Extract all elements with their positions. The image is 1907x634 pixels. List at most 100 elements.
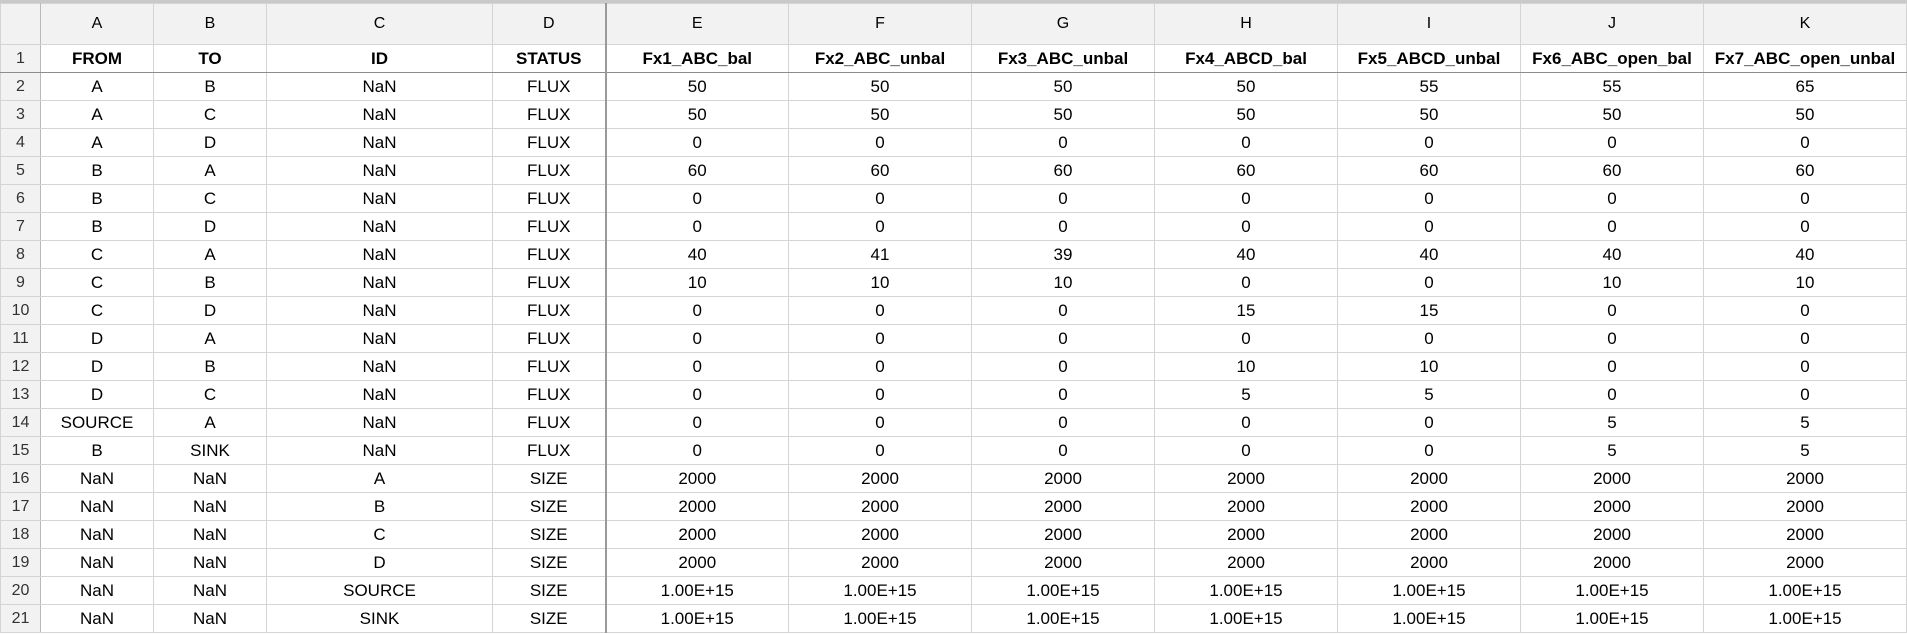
cell[interactable]: 0 [1154, 184, 1338, 213]
cell[interactable]: 1.00E+15 [604, 576, 789, 605]
cell[interactable]: 10 [604, 268, 789, 297]
cell[interactable]: 55 [1520, 72, 1704, 101]
cell[interactable]: 10 [971, 268, 1155, 297]
cell[interactable]: 0 [788, 296, 972, 325]
cell[interactable]: 55 [1337, 72, 1521, 101]
cell[interactable]: FLUX [492, 352, 606, 381]
row-header[interactable]: 1 [0, 44, 41, 73]
cell[interactable]: 15 [1154, 296, 1338, 325]
cell[interactable]: 0 [1337, 184, 1521, 213]
cell[interactable]: D [40, 324, 154, 353]
cell[interactable]: 50 [604, 100, 789, 129]
cell[interactable]: 60 [1154, 156, 1338, 185]
cell[interactable]: 40 [1703, 240, 1907, 269]
cell[interactable]: C [266, 520, 493, 549]
cell[interactable]: 0 [1703, 352, 1907, 381]
column-header-K[interactable]: K [1703, 3, 1907, 45]
cell[interactable]: A [153, 156, 267, 185]
cell[interactable]: FLUX [492, 128, 606, 157]
cell[interactable]: 0 [1520, 128, 1704, 157]
cell[interactable]: NaN [40, 548, 154, 577]
cell[interactable]: 2000 [1154, 520, 1338, 549]
cell[interactable]: 0 [604, 380, 789, 409]
row-header[interactable]: 11 [0, 324, 41, 353]
cell[interactable]: NaN [40, 492, 154, 521]
cell[interactable]: 60 [1337, 156, 1521, 185]
cell[interactable]: SIZE [492, 604, 606, 633]
column-header-A[interactable]: A [40, 3, 154, 45]
cell[interactable]: 0 [971, 128, 1155, 157]
cell[interactable]: NaN [266, 184, 493, 213]
cell[interactable]: NaN [40, 464, 154, 493]
cell[interactable]: 2000 [971, 492, 1155, 521]
cell[interactable]: 50 [1703, 100, 1907, 129]
cell[interactable]: A [153, 408, 267, 437]
cell[interactable]: FLUX [492, 380, 606, 409]
cell[interactable]: 0 [1703, 324, 1907, 353]
cell[interactable]: 0 [1154, 268, 1338, 297]
cell[interactable]: SINK [153, 436, 267, 465]
cell[interactable]: NaN [40, 604, 154, 633]
cell[interactable]: 0 [1520, 184, 1704, 213]
cell[interactable]: 0 [971, 380, 1155, 409]
cell[interactable]: 2000 [1520, 464, 1704, 493]
cell[interactable]: 1.00E+15 [1703, 576, 1907, 605]
cell[interactable]: 0 [604, 324, 789, 353]
cell[interactable]: D [153, 128, 267, 157]
select-all-corner[interactable] [0, 3, 41, 45]
cell[interactable]: TO [153, 44, 267, 73]
cell[interactable]: Fx6_ABC_open_bal [1520, 44, 1704, 73]
cell[interactable]: 1.00E+15 [1703, 604, 1907, 633]
cell[interactable]: 0 [788, 128, 972, 157]
cell[interactable]: 0 [1520, 352, 1704, 381]
cell[interactable]: 2000 [1703, 520, 1907, 549]
cell[interactable]: 0 [1154, 436, 1338, 465]
cell[interactable]: SIZE [492, 464, 606, 493]
cell[interactable]: 0 [1337, 128, 1521, 157]
cell[interactable]: B [40, 156, 154, 185]
cell[interactable]: 50 [1520, 100, 1704, 129]
cell[interactable]: 40 [1337, 240, 1521, 269]
cell[interactable]: A [40, 72, 154, 101]
cell[interactable]: B [153, 72, 267, 101]
cell[interactable]: 50 [1154, 100, 1338, 129]
row-header[interactable]: 5 [0, 156, 41, 185]
cell[interactable]: 0 [1703, 128, 1907, 157]
cell[interactable]: 1.00E+15 [1520, 604, 1704, 633]
row-header[interactable]: 20 [0, 576, 41, 605]
cell[interactable]: FLUX [492, 296, 606, 325]
cell[interactable]: 2000 [971, 520, 1155, 549]
cell[interactable]: C [40, 268, 154, 297]
cell[interactable]: 2000 [1703, 548, 1907, 577]
row-header[interactable]: 17 [0, 492, 41, 521]
cell[interactable]: 50 [1154, 72, 1338, 101]
cell[interactable]: 0 [971, 184, 1155, 213]
cell[interactable]: 2000 [788, 464, 972, 493]
cell[interactable]: ID [266, 44, 493, 73]
cell[interactable]: 15 [1337, 296, 1521, 325]
cell[interactable]: 5 [1154, 380, 1338, 409]
cell[interactable]: Fx7_ABC_open_unbal [1703, 44, 1907, 73]
cell[interactable]: D [153, 296, 267, 325]
row-header[interactable]: 18 [0, 520, 41, 549]
cell[interactable]: 60 [1703, 156, 1907, 185]
cell[interactable]: 1.00E+15 [1337, 576, 1521, 605]
cell[interactable]: 0 [1703, 212, 1907, 241]
cell[interactable]: Fx3_ABC_unbal [971, 44, 1155, 73]
cell[interactable]: FROM [40, 44, 154, 73]
cell[interactable]: 0 [971, 436, 1155, 465]
cell[interactable]: 50 [788, 100, 972, 129]
cell[interactable]: 2000 [1520, 492, 1704, 521]
cell[interactable]: NaN [40, 576, 154, 605]
cell[interactable]: SIZE [492, 548, 606, 577]
cell[interactable]: NaN [266, 100, 493, 129]
cell[interactable]: NaN [266, 156, 493, 185]
cell[interactable]: 10 [1703, 268, 1907, 297]
cell[interactable]: C [40, 296, 154, 325]
cell[interactable]: 0 [1337, 324, 1521, 353]
cell[interactable]: 2000 [1337, 492, 1521, 521]
cell[interactable]: 2000 [971, 548, 1155, 577]
column-header-E[interactable]: E [604, 3, 789, 45]
cell[interactable]: 40 [604, 240, 789, 269]
cell[interactable]: Fx1_ABC_bal [604, 44, 789, 73]
